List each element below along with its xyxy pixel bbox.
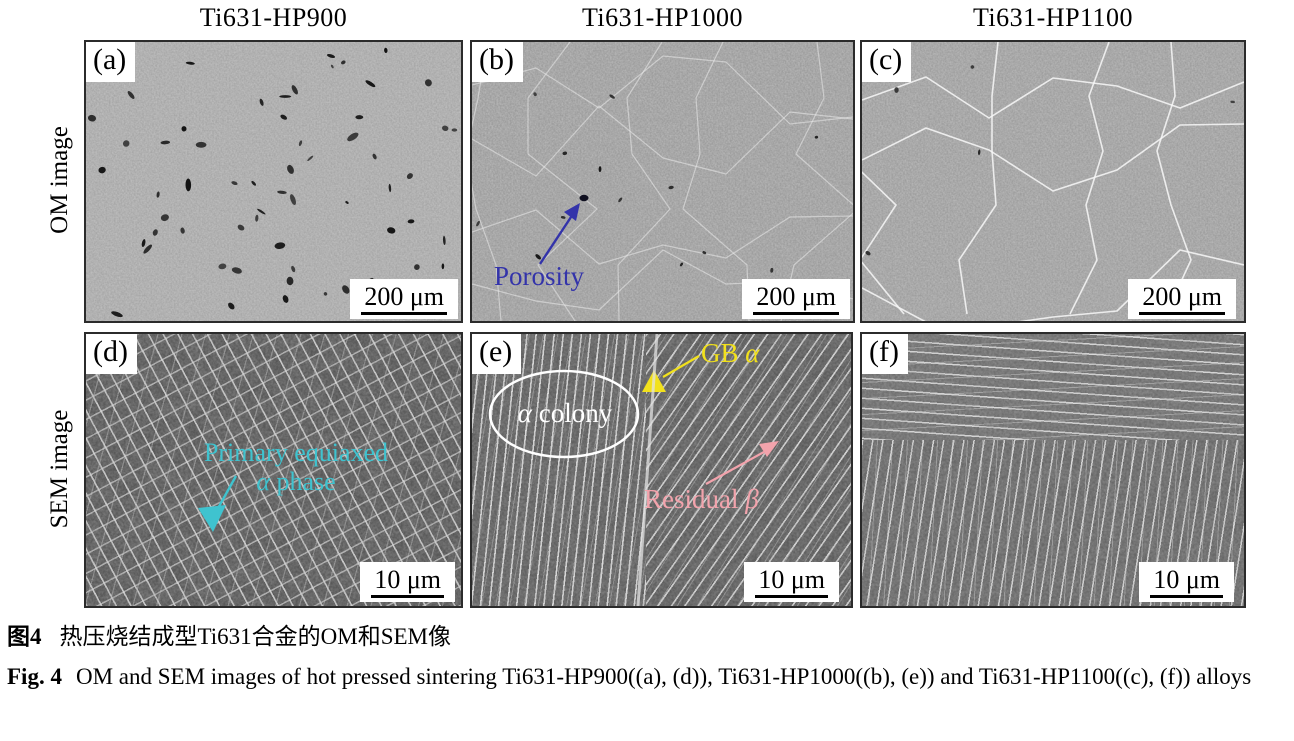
- scale-bar-a-text: 200 μm: [361, 282, 447, 315]
- alpha-colony-ellipse: [488, 369, 640, 459]
- column-title-hp900: Ti631-HP900: [199, 3, 348, 32]
- annotation-phase-text: phase: [269, 467, 336, 497]
- panel-label-d: (d): [86, 334, 137, 374]
- annotation-alpha-symbol: α: [517, 398, 532, 428]
- column-title-hp1100: Ti631-HP1100: [972, 3, 1134, 32]
- scale-bar-c-text: 200 μm: [1139, 282, 1225, 315]
- porosity-arrow: [538, 194, 589, 265]
- panel-e-sem-hp1000: α colony GB α Residual β (e) 10 μm: [470, 332, 853, 608]
- caption-en-text: OM and SEM images of hot pressed sinteri…: [75, 664, 1252, 690]
- column-title-hp1000: Ti631-HP1000: [581, 3, 744, 32]
- panel-f-sem-hp1100: (f) 10 μm: [860, 332, 1246, 608]
- scale-bar-d: 10 μm: [360, 562, 455, 602]
- micrograph-texture: [862, 42, 1244, 321]
- annotation-primary-line1: Primary equiaxed: [203, 438, 389, 467]
- panel-label-e: (e): [472, 334, 522, 374]
- micrograph-noise: [86, 334, 461, 606]
- caption-en-label: Fig. 4: [7, 664, 62, 690]
- primary-equiaxed-arrow: [198, 475, 238, 532]
- annotation-alpha-symbol: α: [745, 338, 760, 368]
- micrograph-noise: [862, 334, 1244, 606]
- caption-zh-text: 热压烧结成型Ti631合金的OM和SEM像: [59, 624, 451, 649]
- scale-bar-f-text: 10 μm: [1150, 565, 1223, 598]
- scale-bar-c: 200 μm: [1128, 279, 1236, 319]
- row-label-om-image: OM image: [46, 126, 73, 234]
- scale-bar-d-text: 10 μm: [371, 565, 444, 598]
- row-label-sem-image: SEM image: [46, 409, 73, 529]
- panel-c-om-hp1100: (c) 200 μm: [860, 40, 1246, 323]
- annotation-alpha-symbol: α: [256, 467, 270, 497]
- micrograph-noise: [472, 334, 851, 606]
- residual-beta-arrow: [705, 441, 779, 485]
- annotation-gb-text: GB: [701, 338, 746, 368]
- micrograph-texture: [86, 42, 461, 321]
- annotation-colony-text: colony: [531, 398, 613, 428]
- scale-bar-a: 200 μm: [350, 279, 458, 319]
- scale-bar-b-text: 200 μm: [753, 282, 839, 315]
- panel-label-f: (f): [862, 334, 908, 374]
- annotation-residual-beta: Residual β: [644, 484, 759, 514]
- annotation-alpha-colony: α colony: [492, 398, 638, 428]
- caption-en: Fig. 4 OM and SEM images of hot pressed s…: [7, 657, 1290, 697]
- scale-bar-e: 10 μm: [744, 562, 839, 602]
- scale-bar-e-text: 10 μm: [755, 565, 828, 598]
- scale-bar-f: 10 μm: [1139, 562, 1234, 602]
- annotation-gb-alpha: GB α: [701, 338, 759, 368]
- panel-d-sem-hp900: Primary equiaxed α phase (d) 10 μm: [84, 332, 463, 608]
- caption-zh: 图4 热压烧结成型Ti631合金的OM和SEM像: [7, 617, 1290, 657]
- micrograph-texture: [472, 42, 853, 321]
- panel-label-b: (b): [472, 42, 523, 82]
- annotation-beta-symbol: β: [745, 484, 759, 514]
- panel-label-c: (c): [862, 42, 912, 82]
- caption-zh-label: 图4: [7, 624, 42, 649]
- scale-bar-b: 200 μm: [742, 279, 850, 319]
- figure-caption: 图4 热压烧结成型Ti631合金的OM和SEM像 Fig. 4 OM and SEM…: [7, 617, 1290, 697]
- annotation-residual-text: Residual: [644, 484, 746, 514]
- gb-alpha-arrow: [642, 355, 700, 392]
- panel-a-om-hp900: (a) 200 μm: [84, 40, 463, 323]
- panel-label-a: (a): [86, 42, 136, 82]
- annotation-primary-equiaxed-alpha: Primary equiaxed α phase: [189, 438, 403, 496]
- annotation-porosity: Porosity: [494, 261, 585, 291]
- panel-e-annotation-shapes: [488, 355, 779, 485]
- panel-b-om-hp1000: Porosity (b) 200 μm: [470, 40, 855, 323]
